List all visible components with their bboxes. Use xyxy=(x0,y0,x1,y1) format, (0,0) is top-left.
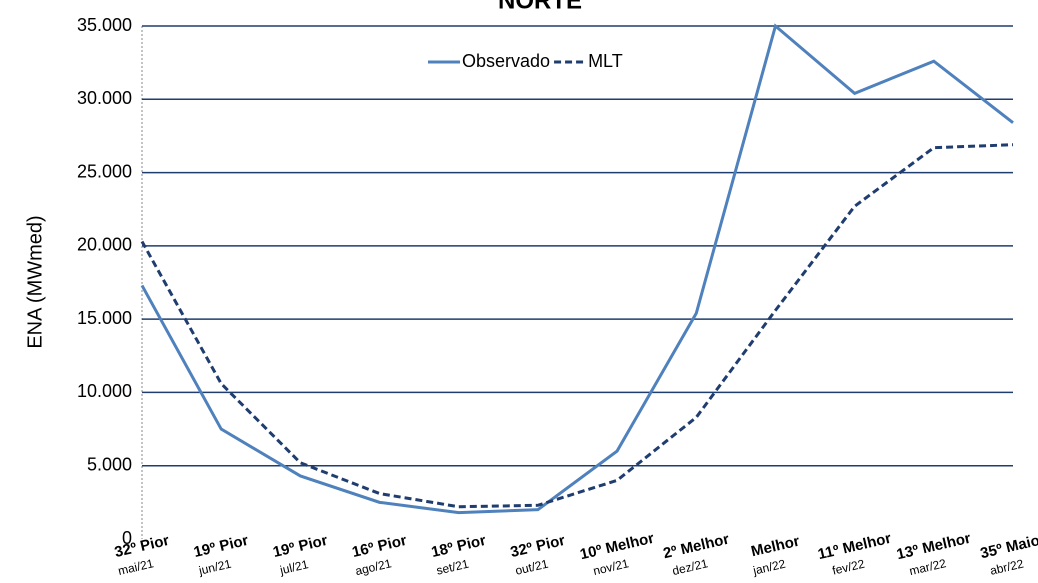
series-line xyxy=(140,143,1014,509)
y-tick-label: 25.000 xyxy=(77,161,132,181)
legend-label: MLT xyxy=(588,51,623,71)
y-tick-label: 10.000 xyxy=(77,381,132,401)
y-tick-label: 5.000 xyxy=(87,454,132,474)
chart-title: NORTE xyxy=(498,0,582,14)
y-tick-label: 20.000 xyxy=(77,235,132,255)
legend-label: Observado xyxy=(462,51,550,71)
x-tick-label: out/21 xyxy=(514,557,550,578)
y-axis-label: ENA (MWmed) xyxy=(24,215,46,348)
y-tick-label: 15.000 xyxy=(77,308,132,328)
x-tick-label: fev/22 xyxy=(831,557,866,578)
x-tick-label: jan/22 xyxy=(751,557,787,578)
y-tick-label: 0 xyxy=(122,528,132,548)
x-tick-label: abr/22 xyxy=(989,556,1026,577)
rank-label: Melhor xyxy=(749,533,801,561)
series-line xyxy=(140,23,1014,515)
y-tick-label: 30.000 xyxy=(77,88,132,108)
y-tick-label: 35.000 xyxy=(77,15,132,35)
rank-label: 35º Maior xyxy=(979,531,1038,563)
rank-label: 32º Pior xyxy=(509,532,567,561)
rank-label: 19º Pior xyxy=(271,532,329,561)
x-tick-label: jun/21 xyxy=(197,557,233,578)
x-tick-label: jul/21 xyxy=(278,557,310,577)
rank-label: 19º Pior xyxy=(192,532,250,561)
rank-label: 16º Pior xyxy=(350,532,408,561)
x-tick-label: set/21 xyxy=(435,557,470,578)
rank-label: 18º Pior xyxy=(430,532,488,561)
rank-label: 2º Melhor xyxy=(662,531,731,563)
